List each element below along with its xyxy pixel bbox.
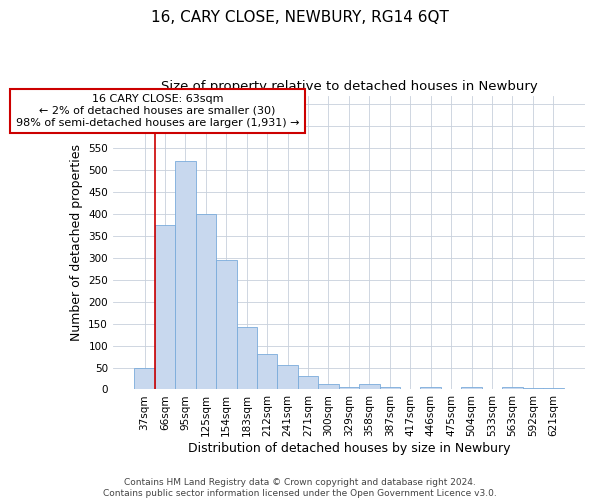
Bar: [216, 260, 236, 390]
X-axis label: Distribution of detached houses by size in Newbury: Distribution of detached houses by size …: [188, 442, 510, 455]
Bar: [134, 368, 155, 390]
Bar: [236, 326, 257, 390]
Bar: [257, 354, 277, 390]
Bar: [380, 388, 400, 390]
Bar: [339, 388, 359, 390]
Bar: [175, 162, 196, 390]
Bar: [502, 388, 523, 390]
Bar: [543, 388, 563, 390]
Y-axis label: Number of detached properties: Number of detached properties: [70, 144, 83, 341]
Bar: [421, 388, 441, 390]
Bar: [196, 214, 216, 390]
Bar: [359, 384, 380, 390]
Bar: [277, 366, 298, 390]
Bar: [523, 388, 543, 390]
Text: 16 CARY CLOSE: 63sqm
← 2% of detached houses are smaller (30)
98% of semi-detach: 16 CARY CLOSE: 63sqm ← 2% of detached ho…: [16, 94, 299, 128]
Title: Size of property relative to detached houses in Newbury: Size of property relative to detached ho…: [161, 80, 538, 93]
Bar: [298, 376, 318, 390]
Bar: [155, 225, 175, 390]
Text: Contains HM Land Registry data © Crown copyright and database right 2024.
Contai: Contains HM Land Registry data © Crown c…: [103, 478, 497, 498]
Bar: [318, 384, 339, 390]
Text: 16, CARY CLOSE, NEWBURY, RG14 6QT: 16, CARY CLOSE, NEWBURY, RG14 6QT: [151, 10, 449, 25]
Bar: [461, 388, 482, 390]
